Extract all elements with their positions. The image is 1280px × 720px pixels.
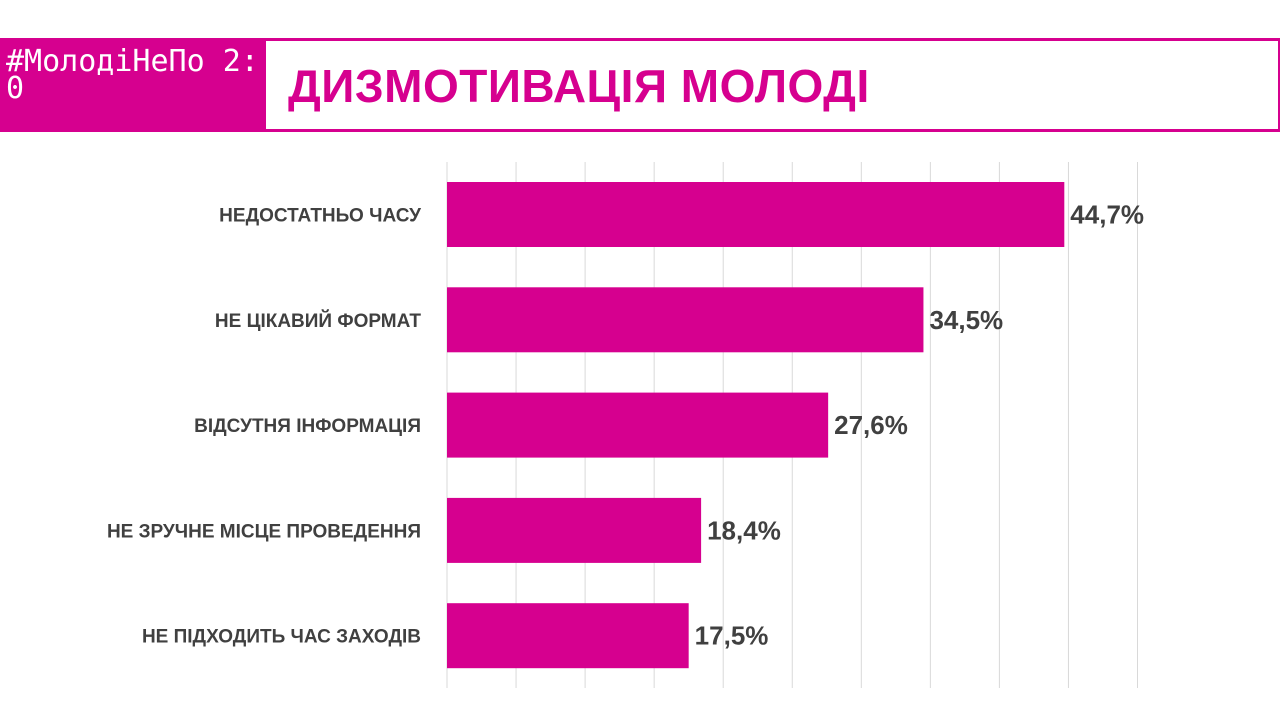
data-label: 34,5% <box>929 305 1003 335</box>
bar <box>447 497 702 563</box>
data-label: 18,4% <box>707 515 781 545</box>
page-title: ДИЗМОТИВАЦІЯ МОЛОДІ <box>288 60 870 112</box>
data-label: 27,6% <box>834 410 908 440</box>
bar <box>447 182 1065 247</box>
bar <box>447 392 829 458</box>
category-label: НЕДОСТАТНЬО ЧАСУ <box>219 206 421 227</box>
category-label: ВІДСУТНЯ ІНФОРМАЦІЯ <box>194 416 421 437</box>
bar <box>447 287 924 353</box>
bar <box>447 603 689 669</box>
data-label: 44,7% <box>1070 200 1144 230</box>
logo-hashtag: #МолодіНеПо 2:0 <box>6 44 259 106</box>
title-box <box>266 41 1278 129</box>
data-label: 17,5% <box>695 621 769 651</box>
category-label: НЕ ПІДХОДИТЬ ЧАС ЗАХОДІВ <box>142 627 421 648</box>
category-label: НЕ ЗРУЧНЕ МІСЦЕ ПРОВЕДЕННЯ <box>107 521 421 542</box>
category-label: НЕ ЦІКАВИЙ ФОРМАТ <box>215 310 421 332</box>
